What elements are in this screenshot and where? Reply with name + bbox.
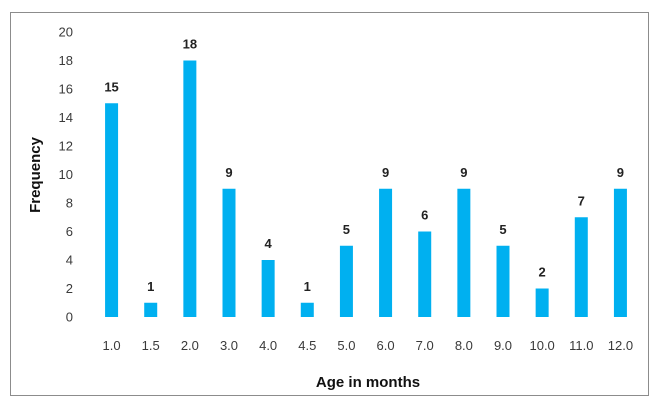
data-label: 9 bbox=[382, 165, 389, 180]
y-tick-label: 20 bbox=[59, 25, 73, 40]
y-tick-label: 14 bbox=[59, 110, 73, 125]
bar bbox=[183, 60, 197, 317]
y-tick-label: 10 bbox=[59, 167, 73, 182]
data-label: 15 bbox=[104, 79, 118, 94]
x-tick-label: 2.0 bbox=[181, 338, 199, 353]
x-tick-label: 5.0 bbox=[337, 338, 355, 353]
x-tick-labels: 1.0 1.5 2.0 3.0 4.0 4.5 5.0 6.0 7.0 8.0 9.0 10.0 11.… bbox=[103, 338, 634, 353]
bar bbox=[535, 288, 549, 317]
data-label: 9 bbox=[225, 165, 232, 180]
bar bbox=[144, 302, 158, 317]
data-label: 5 bbox=[499, 222, 506, 237]
bar bbox=[105, 103, 119, 317]
y-tick-label: 2 bbox=[66, 281, 73, 296]
x-tick-label: 1.0 bbox=[103, 338, 121, 353]
y-tick-label: 6 bbox=[66, 224, 73, 239]
y-axis-title: Frequency bbox=[27, 136, 44, 213]
x-tick-label: 6.0 bbox=[377, 338, 395, 353]
data-label: 1 bbox=[304, 279, 311, 294]
data-label: 9 bbox=[617, 165, 624, 180]
bar bbox=[613, 188, 627, 317]
x-tick-label: 1.5 bbox=[142, 338, 160, 353]
y-tick-label: 0 bbox=[66, 310, 73, 325]
data-label: 4 bbox=[265, 236, 273, 251]
x-tick-label: 9.0 bbox=[494, 338, 512, 353]
bar bbox=[496, 245, 510, 317]
y-tick-label: 8 bbox=[66, 196, 73, 211]
data-label: 5 bbox=[343, 222, 350, 237]
bar bbox=[574, 217, 588, 317]
x-tick-label: 12.0 bbox=[608, 338, 633, 353]
y-tick-labels: 0 2 4 6 8 10 12 14 16 18 20 bbox=[59, 25, 73, 325]
bar bbox=[457, 188, 471, 317]
x-tick-label: 10.0 bbox=[529, 338, 554, 353]
data-label: 9 bbox=[460, 165, 467, 180]
bars bbox=[105, 60, 627, 317]
x-axis-title: Age in months bbox=[316, 374, 420, 391]
x-tick-label: 4.0 bbox=[259, 338, 277, 353]
data-label: 7 bbox=[578, 193, 585, 208]
x-tick-label: 11.0 bbox=[569, 338, 593, 353]
bar bbox=[300, 302, 314, 317]
bar bbox=[339, 245, 353, 317]
y-tick-label: 16 bbox=[59, 82, 73, 97]
data-label: 1 bbox=[147, 279, 154, 294]
bar bbox=[379, 188, 393, 317]
y-tick-label: 12 bbox=[59, 139, 73, 154]
data-label: 18 bbox=[183, 37, 197, 52]
bar bbox=[261, 260, 275, 317]
x-tick-label: 8.0 bbox=[455, 338, 473, 353]
bar bbox=[222, 188, 236, 317]
x-tick-label: 4.5 bbox=[298, 338, 316, 353]
y-tick-label: 4 bbox=[66, 253, 73, 268]
data-label: 2 bbox=[539, 265, 546, 280]
y-tick-label: 18 bbox=[59, 53, 73, 68]
bar bbox=[418, 231, 432, 317]
x-tick-label: 3.0 bbox=[220, 338, 238, 353]
x-tick-label: 7.0 bbox=[416, 338, 434, 353]
data-label: 6 bbox=[421, 208, 428, 223]
